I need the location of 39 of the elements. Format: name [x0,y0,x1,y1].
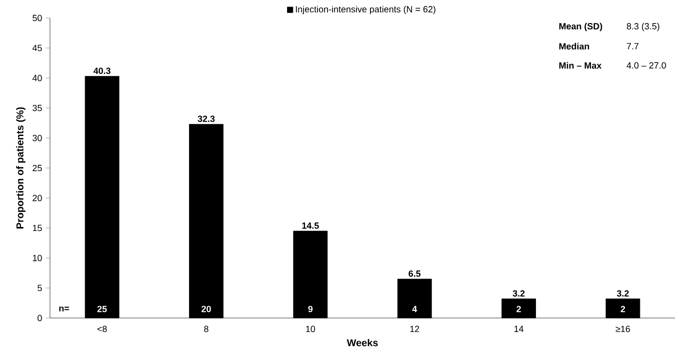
y-tick-label: 50 [32,14,42,22]
annotation: 2 [516,306,521,312]
annotation: 4 [412,306,418,312]
data-label: 32.3 [198,116,215,122]
y-tick-label: 20 [32,194,42,202]
y-tick-label: 30 [32,134,42,142]
annotation: 7.7 [626,43,638,50]
y-tick-label: 35 [32,104,42,112]
annotation: Mean (SD) [559,22,602,32]
annotation: 2 [620,306,626,312]
data-label: 40.3 [94,68,110,74]
y-axis-title: Proportion of patients (%) [16,107,26,228]
y-tick-label: 25 [32,164,42,172]
legend-label: Injection-intensive patients (N = 62) [296,6,436,14]
x-tick-label: ≥16 [616,326,630,332]
annotation: 25 [97,306,107,312]
annotation: Median [559,42,590,50]
x-tick-label: 12 [410,326,420,332]
x-tick-label: 8 [204,326,208,332]
data-label: 3.2 [616,290,629,297]
annotation: Min – Max [559,62,602,69]
x-axis-title: Weeks [346,338,378,346]
x-tick-label: 14 [514,326,524,332]
data-label: 3.2 [512,290,525,297]
data-label: 14.5 [302,222,319,229]
annotation: 9 [308,306,313,312]
x-tick-label: 10 [306,326,316,332]
y-tick-label: 45 [32,44,42,52]
y-tick-label: 5 [38,284,42,292]
annotation: 20 [202,306,211,312]
annotation: 4.0 – 27.0 [626,62,666,69]
x-tick-label: <8 [97,326,107,332]
annotation: n= [59,306,70,312]
y-tick-label: 40 [32,74,42,82]
y-tick-label: 10 [32,254,42,262]
data-label: 6.5 [408,270,421,277]
annotation: 8.3 (3.5) [626,22,660,32]
y-tick-label: 15 [32,224,42,232]
y-tick-label: 0 [38,314,42,322]
